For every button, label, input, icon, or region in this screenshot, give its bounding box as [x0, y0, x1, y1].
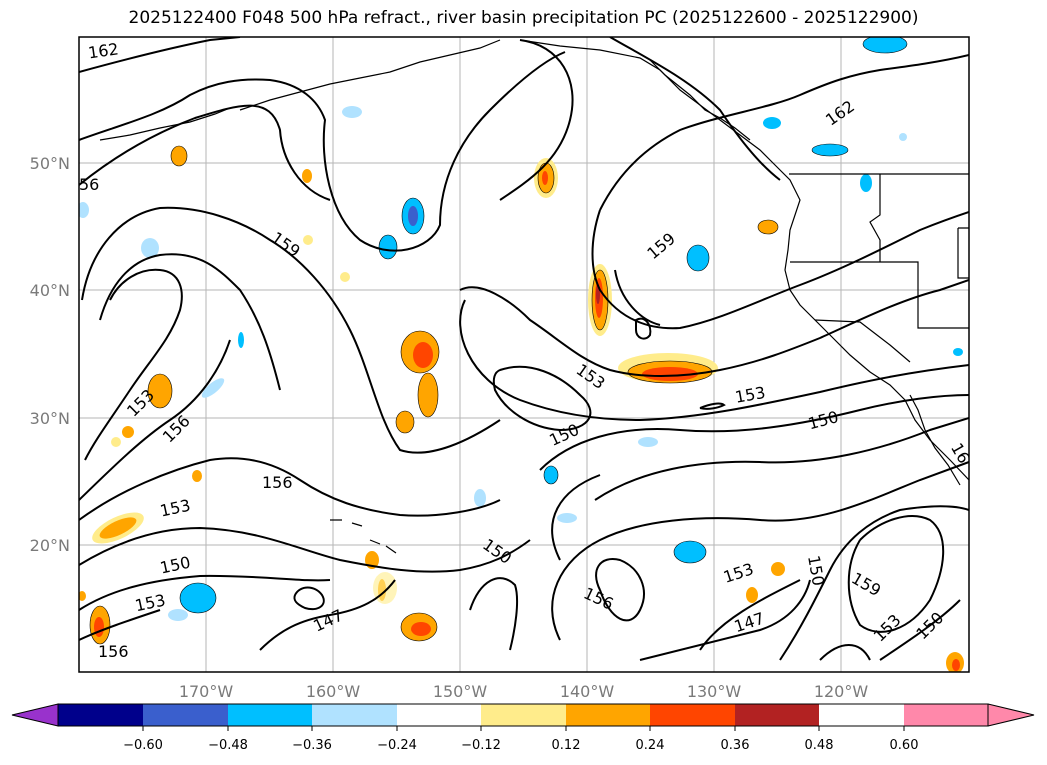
colorbar-tick: 0.12: [552, 738, 581, 753]
colorbar-segment: [228, 704, 312, 726]
colorbar-segment: [58, 704, 143, 726]
colorbar-segment: [143, 704, 228, 726]
lat-label-30n: 30°N: [30, 409, 70, 428]
contour-label: 156: [262, 473, 293, 492]
latitude-labels: 50°N 40°N 30°N 20°N: [30, 154, 70, 555]
colorbar-tick: 0.48: [805, 738, 834, 753]
longitude-labels: 170°W 160°W 150°W 140°W 130°W 120°W: [179, 682, 869, 701]
lat-label-20n: 20°N: [30, 536, 70, 555]
contour-label: 56: [79, 175, 99, 194]
gridlines: [79, 37, 969, 672]
colorbar-extend-high: [904, 704, 1034, 726]
lat-label-40n: 40°N: [30, 281, 70, 300]
lat-label-50n: 50°N: [30, 154, 70, 173]
colorbar-tick: −0.60: [123, 738, 163, 753]
colorbar-segment: [566, 704, 650, 726]
colorbar-tick: −0.48: [208, 738, 248, 753]
colorbar-segment: [735, 704, 819, 726]
map-title: 2025122400 F048 500 hPa refract., river …: [128, 8, 919, 28]
lon-label-120w: 120°W: [814, 682, 869, 701]
colorbar-tick: 0.60: [890, 738, 919, 753]
contour-label: 162: [87, 39, 120, 62]
plot-frame: [78, 36, 970, 673]
lon-label-140w: 140°W: [560, 682, 615, 701]
colorbar-segment: [481, 704, 566, 726]
colorbar-tick: −0.36: [292, 738, 332, 753]
colorbar-extend-low: [11, 703, 59, 727]
colorbar-tick: 0.24: [636, 738, 665, 753]
colorbar-tick: 0.36: [721, 738, 750, 753]
lon-label-170w: 170°W: [179, 682, 234, 701]
colorbar-tick: −0.12: [461, 738, 501, 753]
plot-area: [79, 37, 969, 672]
contour-label: 156: [98, 642, 129, 661]
colorbar: −0.60 −0.48 −0.36 −0.24 −0.12 0.12 0.24 …: [11, 703, 1035, 753]
colorbar-segment: [312, 704, 397, 726]
lon-label-150w: 150°W: [433, 682, 488, 701]
colorbar-segment: [650, 704, 735, 726]
lon-label-160w: 160°W: [306, 682, 361, 701]
colorbar-tick: −0.24: [377, 738, 417, 753]
contours: [79, 37, 969, 661]
colorbar-segment: [397, 704, 481, 726]
lon-label-130w: 130°W: [687, 682, 742, 701]
